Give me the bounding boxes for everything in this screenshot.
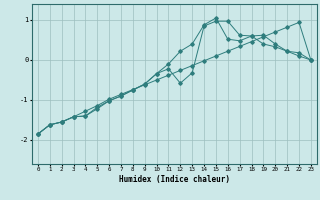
X-axis label: Humidex (Indice chaleur): Humidex (Indice chaleur) — [119, 175, 230, 184]
